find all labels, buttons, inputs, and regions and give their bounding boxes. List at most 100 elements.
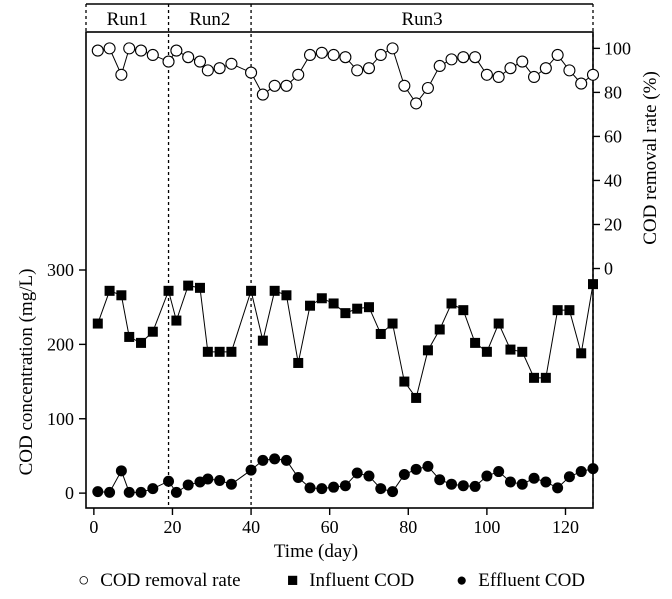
cod-removal-rate-point [201, 64, 214, 77]
influent-cod-point [470, 337, 481, 348]
effluent-cod-point [504, 476, 516, 488]
data-series [91, 42, 600, 498]
cod-removal-rate-point [339, 51, 352, 64]
cod-removal-rate-point [193, 55, 207, 68]
influent-cod-point [226, 346, 237, 357]
x-tick-label: 0 [89, 517, 98, 537]
cod-removal-rate-point [134, 44, 148, 57]
effluent-cod-point [398, 469, 410, 481]
effluent-cod-point [563, 471, 575, 483]
influent-cod-point [552, 305, 563, 316]
plot-border [85, 31, 594, 509]
legend-removal-symbol: ○ [78, 570, 89, 591]
x-tick-label: 60 [321, 517, 339, 537]
influent-cod-point [246, 285, 257, 296]
influent-cod-point [422, 345, 433, 356]
influent-cod-point [493, 318, 504, 329]
influent-cod-point [316, 293, 327, 304]
cod-removal-rate-point [575, 77, 588, 90]
influent-cod-point [340, 308, 351, 319]
effluent-cod-point [214, 474, 226, 486]
influent-cod-point [269, 285, 280, 296]
cod-removal-rate-point [256, 88, 269, 101]
effluent-cod-point [92, 486, 104, 498]
legend-influent-entry: ■ Influent COD [287, 570, 414, 591]
cod-removal-rate-point [162, 55, 175, 68]
effluent-cod-point [292, 472, 304, 484]
influent-cod-point [411, 392, 422, 403]
effluent-cod-point [328, 481, 340, 493]
cod-removal-rate-point [586, 68, 600, 81]
cod-removal-rate-point [527, 70, 541, 84]
cod-removal-rate-point [351, 64, 364, 77]
effluent-cod-point [387, 486, 399, 498]
left-axis-title: COD concentration (mg/L) [16, 269, 37, 476]
influent-cod-point [529, 372, 540, 383]
influent-cod-point [281, 290, 292, 301]
influent-cod-point [399, 376, 410, 387]
cod-removal-rate-point [268, 79, 281, 92]
effluent-cod-point [363, 470, 375, 482]
effluent-cod-point [339, 480, 351, 492]
cod-removal-rate-point [280, 79, 293, 92]
left-tick-label: 100 [47, 409, 74, 429]
influent-cod-point [458, 305, 469, 316]
cod-removal-rate-point [315, 46, 328, 59]
cod-removal-rate-point [123, 42, 136, 55]
legend-effluent-symbol: ● [456, 570, 467, 591]
influent-cod-point [564, 305, 575, 316]
cod-removal-rate-point [516, 55, 529, 68]
left-tick-label: 300 [47, 260, 74, 280]
influent-cod-point [434, 324, 445, 335]
effluent-cod-point [225, 478, 237, 490]
influent-cod-point [481, 346, 492, 357]
legend-effluent-label: Effluent COD [478, 570, 585, 591]
effluent-cod-point [552, 482, 564, 494]
cod-removal-rate-point [170, 44, 183, 57]
plot-frame [85, 3, 594, 509]
right-tick-label: 40 [604, 170, 622, 190]
cod-removal-rate-point [182, 51, 195, 64]
effluent-cod-point [457, 480, 469, 492]
cod-removal-rate-point [292, 68, 305, 81]
influent-cod-point [387, 318, 398, 329]
right-tick-label: 60 [604, 126, 622, 146]
cod-removal-rate-point [480, 68, 493, 81]
cod-removal-rate-point [457, 51, 470, 64]
influent-cod-point [136, 337, 147, 348]
effluent-cod-point [516, 478, 528, 490]
effluent-cod-point [493, 466, 505, 478]
influent-cod-line [97, 284, 594, 400]
effluent-cod-point [434, 474, 446, 486]
influent-cod-point [576, 348, 587, 359]
legend-influent-symbol: ■ [287, 570, 298, 591]
cod-removal-rate-point [469, 51, 482, 64]
cod-removal-rate-point [386, 42, 399, 55]
effluent-cod-point [422, 460, 434, 472]
cod-removal-rate-point [245, 66, 258, 79]
effluent-cod-point [182, 479, 194, 491]
effluent-cod-point [104, 486, 116, 498]
effluent-cod-point [351, 467, 363, 479]
influent-cod-point [293, 357, 304, 368]
influent-cod-point [363, 302, 374, 313]
run-label: Run3 [401, 9, 442, 30]
x-tick-label: 20 [163, 517, 181, 537]
influent-cod-point [104, 285, 115, 296]
influent-cod-point [588, 279, 598, 290]
effluent-cod-point [115, 465, 127, 477]
left-tick-label: 200 [47, 334, 74, 354]
effluent-cod-point [123, 486, 135, 498]
right-axis-title: COD removal rate (%) [640, 71, 661, 245]
influent-cod-point [194, 282, 205, 293]
legend: ○ COD removal rate ■ Influent COD ● Effl… [78, 570, 585, 591]
effluent-cod-point [257, 454, 269, 466]
right-tick-label: 80 [604, 82, 622, 102]
influent-cod-point [202, 346, 213, 357]
x-tick-label: 40 [242, 517, 260, 537]
cod-removal-rate-point [398, 79, 411, 92]
cod-removal-rate-point [213, 62, 226, 75]
cod-removal-rate-point [421, 81, 434, 95]
influent-cod-point [352, 303, 363, 314]
legend-removal-entry: ○ COD removal rate [78, 570, 241, 591]
